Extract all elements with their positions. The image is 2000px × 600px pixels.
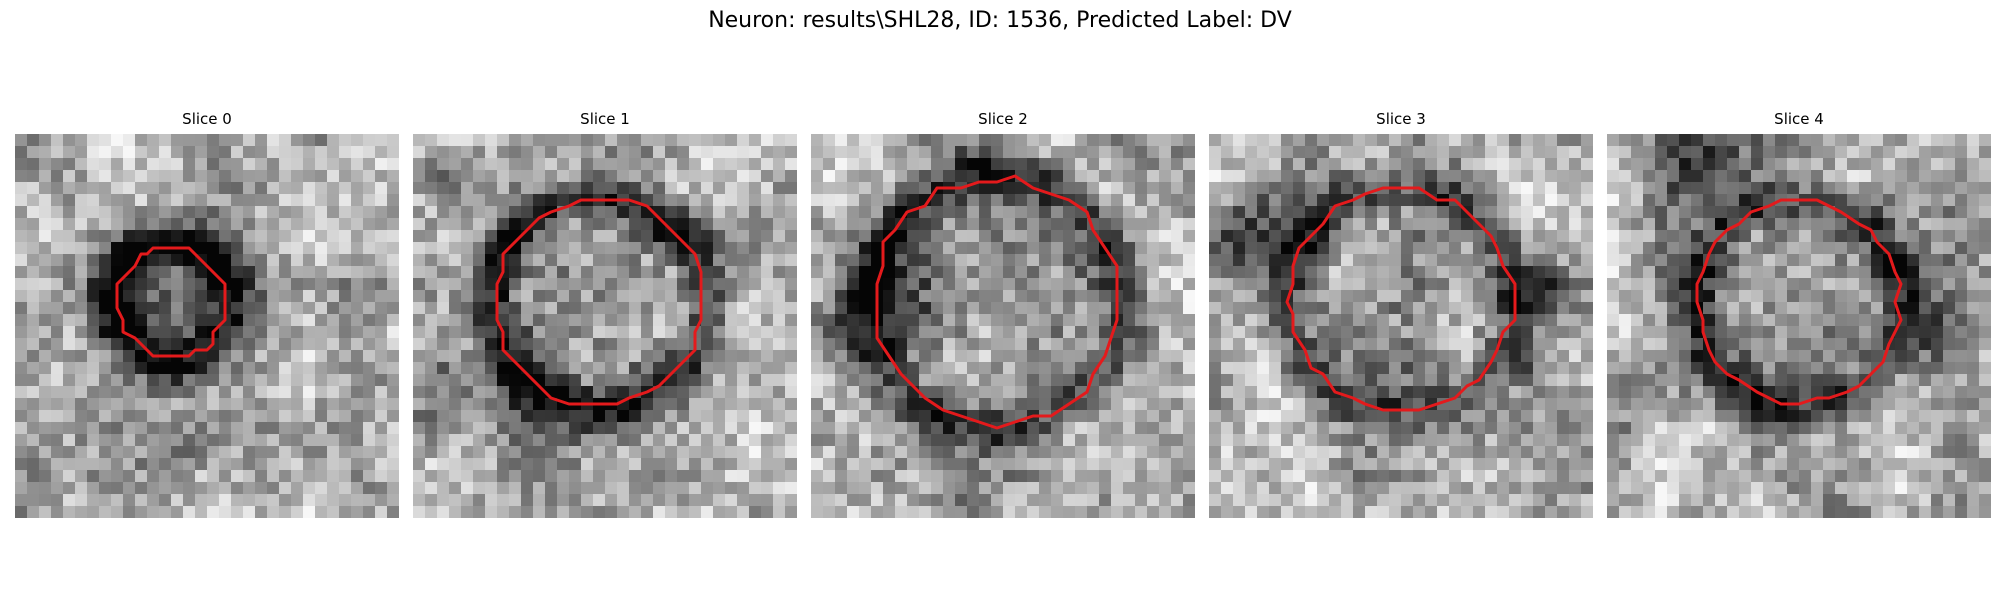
slice-panel-2: Slice 2 bbox=[811, 108, 1195, 518]
slice-image-3 bbox=[1209, 134, 1593, 518]
slice-title-0: Slice 0 bbox=[182, 110, 232, 128]
segmentation-contour-2 bbox=[875, 174, 1119, 430]
slice-pixels-2 bbox=[811, 134, 1195, 518]
slice-panel-0: Slice 0 bbox=[15, 108, 399, 518]
figure-title: Neuron: results\SHL28, ID: 1536, Predict… bbox=[708, 8, 1292, 33]
slice-panel-3: Slice 3 bbox=[1209, 108, 1593, 518]
slice-pixels-3 bbox=[1209, 134, 1593, 518]
segmentation-contour-4 bbox=[1695, 198, 1903, 406]
slice-title-2: Slice 2 bbox=[978, 110, 1028, 128]
slice-image-2 bbox=[811, 134, 1195, 518]
slice-image-1 bbox=[413, 134, 797, 518]
slice-panel-1: Slice 1 bbox=[413, 108, 797, 518]
segmentation-contour-0 bbox=[115, 246, 227, 358]
slice-title-3: Slice 3 bbox=[1376, 110, 1426, 128]
slice-pixels-0 bbox=[15, 134, 399, 518]
segmentation-contour-3 bbox=[1285, 186, 1517, 412]
slice-image-0 bbox=[15, 134, 399, 518]
slice-title-1: Slice 1 bbox=[580, 110, 630, 128]
slice-image-4 bbox=[1607, 134, 1991, 518]
slice-pixels-1 bbox=[413, 134, 797, 518]
slice-pixels-4 bbox=[1607, 134, 1991, 518]
slice-title-4: Slice 4 bbox=[1774, 110, 1824, 128]
segmentation-contour-1 bbox=[495, 198, 703, 406]
slice-panel-4: Slice 4 bbox=[1607, 108, 1991, 518]
